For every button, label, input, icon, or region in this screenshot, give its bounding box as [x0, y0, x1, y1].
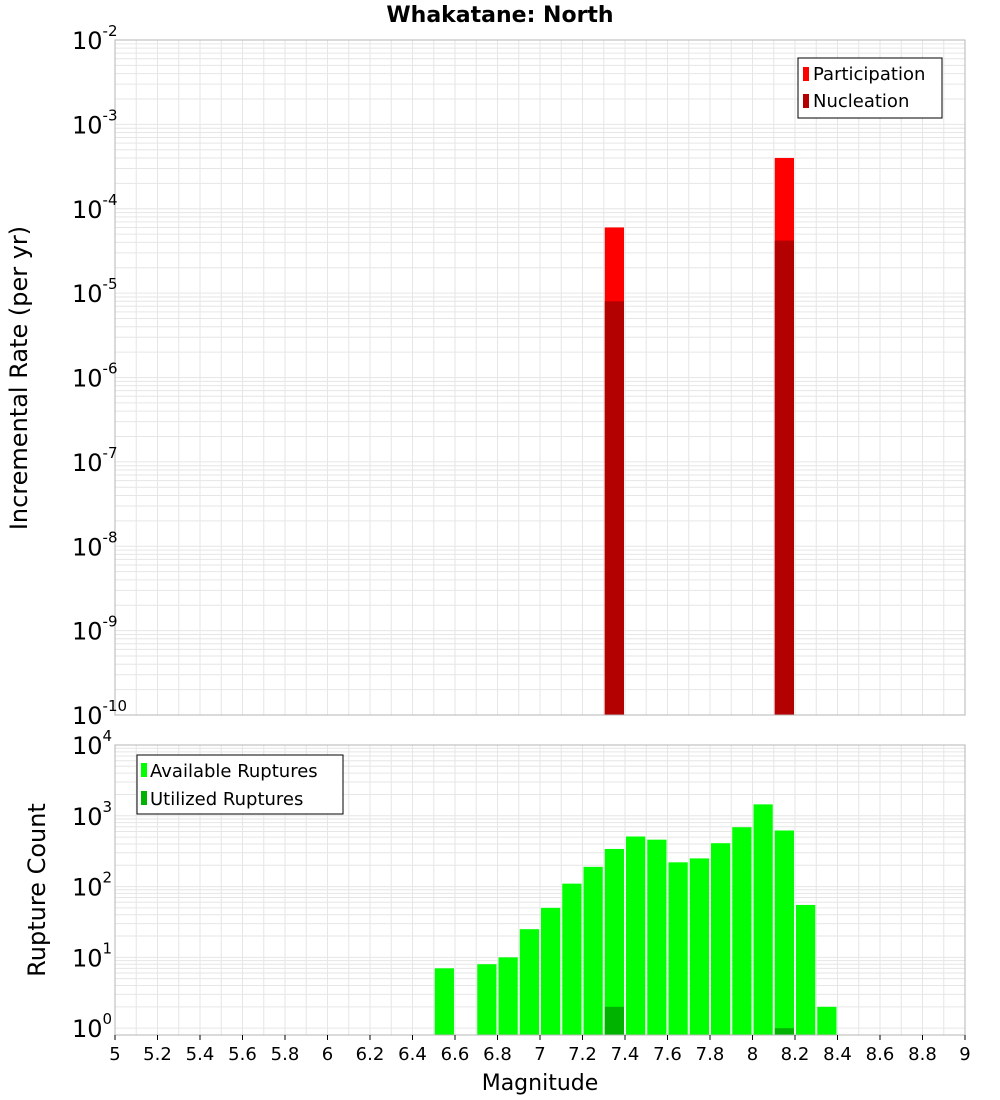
bottom-x-ticks: 5 5.2 5.4 5.6 5.8 6 6.2 6.4 6.6 6.8 7 7.2 7.4 7.6 7.8 8… [109, 1035, 971, 1065]
legend-swatch-nucleation [803, 94, 809, 108]
y-tick-label: 10-7 [72, 444, 118, 477]
top-panel: 10-10 10-9 10-8 10-7 10-6 10-5 10-4 10-3 10-2 In… [5, 22, 966, 730]
bar-available-ruptures-7.05 [541, 907, 561, 1035]
x-tick-label: 5.2 [143, 1044, 172, 1065]
bar-available-ruptures-6.55 [434, 968, 454, 1035]
bar-available-ruptures-7.55 [647, 839, 667, 1035]
bottom-bars [434, 804, 837, 1035]
bar-available-ruptures-8.35 [817, 1006, 837, 1035]
bottom-y-axis-label: Rupture Count [23, 803, 51, 977]
bar-nucleation-7.35 [604, 301, 624, 715]
y-tick-label: 10-6 [72, 360, 118, 393]
y-tick-label: 100 [72, 1010, 112, 1043]
bar-available-ruptures-7.85 [711, 843, 731, 1035]
top-bars [604, 157, 794, 716]
top-legend: Participation Nucleation [797, 57, 943, 119]
x-tick-label: 5.6 [228, 1044, 257, 1065]
bar-available-ruptures-7.65 [668, 862, 688, 1035]
y-tick-label: 10-3 [72, 106, 118, 139]
y-tick-label: 10-5 [72, 275, 118, 308]
legend-swatch-available [141, 763, 147, 777]
x-tick-label: 8.6 [866, 1044, 895, 1065]
bar-available-ruptures-8.15 [774, 830, 794, 1035]
x-tick-label: 7.4 [611, 1044, 640, 1065]
bar-utilized-ruptures-8.15 [774, 1028, 794, 1035]
bar-available-ruptures-7.75 [689, 858, 709, 1035]
bottom-panel: 100 101 102 103 104 5 5.2 5.4 5.6 5.8 6 6.2 6.4 6.6 6… [23, 727, 971, 1096]
x-tick-label: 7.2 [568, 1044, 597, 1065]
bar-available-ruptures-7.15 [562, 883, 582, 1035]
legend-swatch-participation [803, 67, 809, 81]
x-tick-label: 6.8 [483, 1044, 512, 1065]
x-tick-label: 6 [322, 1044, 333, 1065]
x-tick-label: 6.2 [356, 1044, 385, 1065]
bar-available-ruptures-8.25 [796, 904, 816, 1035]
x-tick-label: 6.4 [398, 1044, 427, 1065]
x-axis-label: Magnitude [482, 1071, 599, 1096]
bar-available-ruptures-7.25 [583, 866, 603, 1035]
bar-available-ruptures-6.95 [519, 929, 539, 1035]
bottom-legend-box [136, 754, 344, 815]
x-tick-label: 7.6 [653, 1044, 682, 1065]
x-tick-label: 9 [959, 1044, 970, 1065]
bar-available-ruptures-7.35 [604, 848, 624, 1035]
bar-available-ruptures-8.05 [753, 804, 773, 1035]
x-tick-label: 7.8 [696, 1044, 725, 1065]
y-tick-label: 10-2 [72, 22, 118, 55]
bar-available-ruptures-6.75 [477, 964, 497, 1035]
y-tick-label: 10-9 [72, 613, 118, 646]
bottom-y-ticks: 100 101 102 103 104 [72, 727, 112, 1043]
y-tick-label: 10-8 [72, 528, 118, 561]
y-tick-label: 102 [72, 869, 112, 902]
bar-available-ruptures-7.45 [626, 836, 646, 1035]
x-tick-label: 8.4 [823, 1044, 852, 1065]
top-legend-box [797, 57, 943, 119]
legend-label-participation: Participation [813, 64, 925, 85]
bottom-legend: Available Ruptures Utilized Ruptures [136, 754, 344, 815]
top-y-axis-label: Incremental Rate (per yr) [5, 226, 33, 530]
top-plot-frame [114, 39, 966, 716]
x-tick-label: 5.8 [271, 1044, 300, 1065]
y-tick-label: 10-4 [72, 191, 118, 224]
x-tick-label: 5 [109, 1044, 120, 1065]
legend-label-available: Available Ruptures [150, 761, 318, 782]
legend-label-utilized: Utilized Ruptures [150, 789, 303, 810]
x-tick-label: 8.2 [781, 1044, 810, 1065]
legend-swatch-utilized [141, 791, 147, 805]
y-tick-label: 103 [72, 798, 112, 831]
x-tick-label: 7 [534, 1044, 545, 1065]
chart-title: Whakatane: North [386, 3, 613, 28]
bar-available-ruptures-7.95 [732, 827, 752, 1035]
x-tick-label: 5.4 [186, 1044, 215, 1065]
top-y-ticks: 10-10 10-9 10-8 10-7 10-6 10-5 10-4 10-3 10-2 [72, 22, 127, 730]
top-grid [114, 40, 966, 716]
x-tick-label: 8 [747, 1044, 758, 1065]
bar-nucleation-8.15 [774, 240, 794, 716]
bar-utilized-ruptures-7.35 [604, 1006, 624, 1035]
y-tick-label: 101 [72, 939, 112, 972]
legend-label-nucleation: Nucleation [813, 91, 909, 112]
y-tick-label: 10-10 [72, 697, 127, 730]
x-tick-label: 8.8 [908, 1044, 937, 1065]
y-tick-label: 104 [72, 727, 112, 760]
x-tick-label: 6.6 [441, 1044, 470, 1065]
bar-available-ruptures-6.85 [498, 957, 518, 1035]
